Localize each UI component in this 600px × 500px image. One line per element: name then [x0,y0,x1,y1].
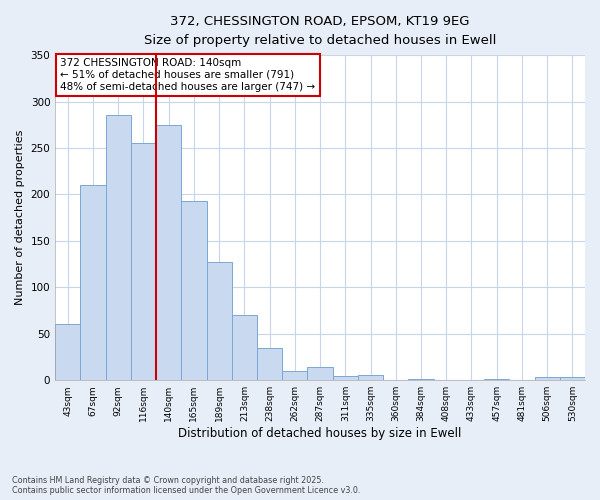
Bar [307,367,332,380]
Text: Contains HM Land Registry data © Crown copyright and database right 2025.
Contai: Contains HM Land Registry data © Crown c… [12,476,361,495]
Title: 372, CHESSINGTON ROAD, EPSOM, KT19 9EG
Size of property relative to detached hou: 372, CHESSINGTON ROAD, EPSOM, KT19 9EG S… [144,15,496,47]
Bar [358,374,383,380]
X-axis label: Distribution of detached houses by size in Ewell: Distribution of detached houses by size … [178,427,462,440]
Bar [55,324,80,380]
Bar [181,201,206,380]
Bar [535,378,560,380]
Bar [156,125,181,380]
Y-axis label: Number of detached properties: Number of detached properties [15,130,25,306]
Bar [257,348,282,380]
Bar [206,262,232,380]
Bar [131,144,156,380]
Bar [332,376,358,380]
Text: 372 CHESSINGTON ROAD: 140sqm
← 51% of detached houses are smaller (791)
48% of s: 372 CHESSINGTON ROAD: 140sqm ← 51% of de… [61,58,316,92]
Bar [106,116,131,380]
Bar [80,185,106,380]
Bar [282,371,307,380]
Bar [232,315,257,380]
Bar [560,378,585,380]
